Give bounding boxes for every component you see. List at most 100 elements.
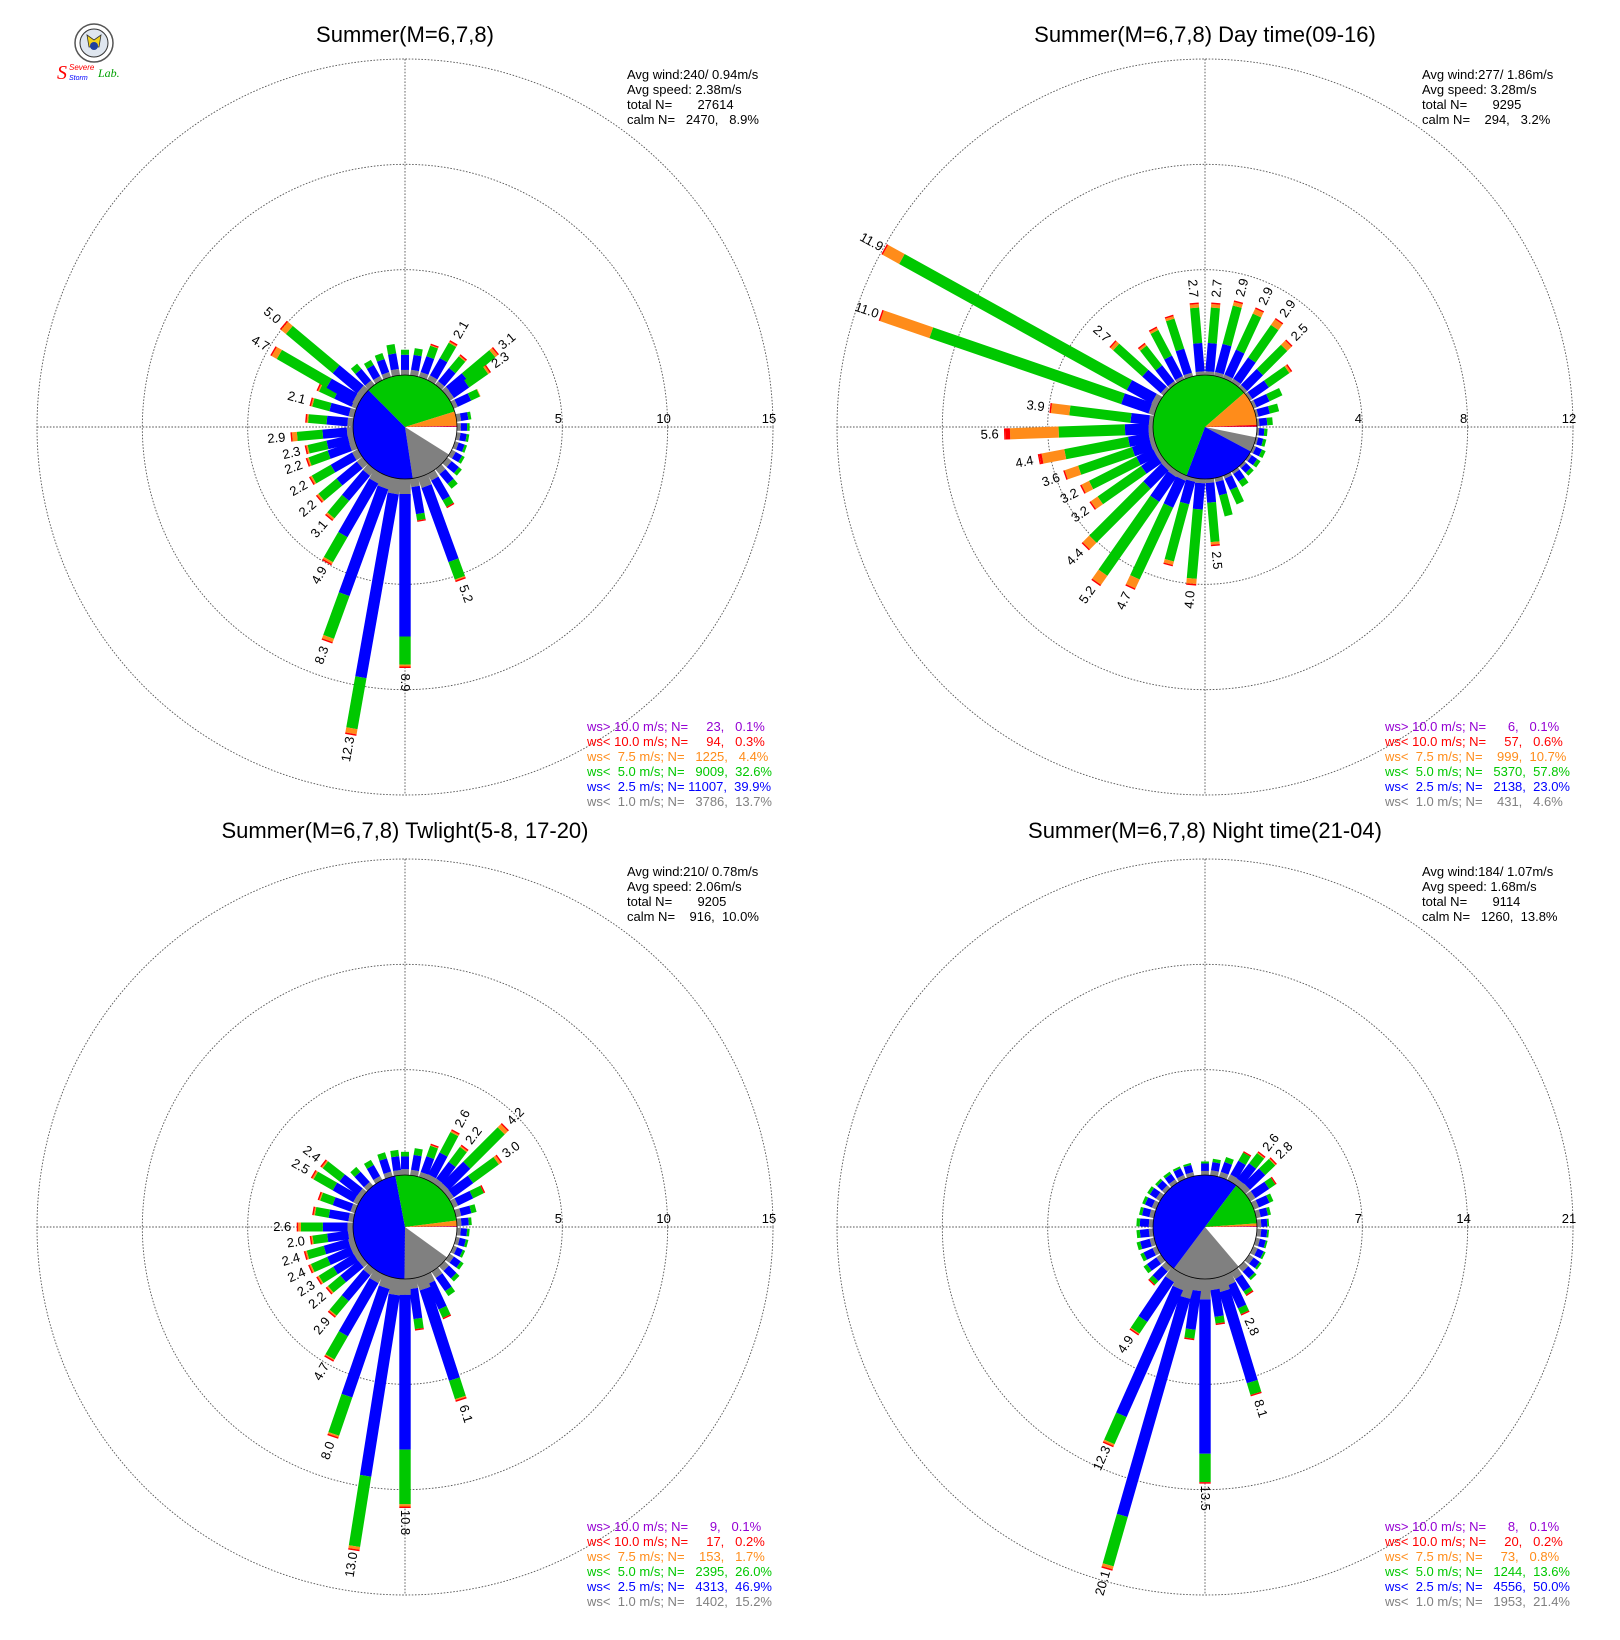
spoke-segment <box>1224 349 1245 379</box>
spoke-segment <box>399 664 411 667</box>
spoke-segment <box>1253 394 1270 408</box>
spoke-segment <box>1252 446 1263 457</box>
spoke-segment <box>399 493 411 637</box>
panel-title: Summer(M=6,7,8) Day time(09-16) <box>1034 22 1376 47</box>
spoke-segment <box>1214 343 1232 375</box>
spoke-tip <box>1269 1157 1277 1165</box>
spoke-tip <box>1164 314 1174 319</box>
spoke-value-label: 2.1 <box>286 388 307 407</box>
legend-entry: ws< 2.5 m/s; N= 4556, 50.0% <box>1384 1579 1570 1594</box>
spoke-segment <box>348 1212 355 1223</box>
spoke-segment <box>1136 448 1158 466</box>
spoke-segment <box>1088 456 1141 490</box>
spoke-segment <box>459 412 469 421</box>
spoke-segment <box>1214 371 1224 378</box>
spoke-tip <box>1003 428 1006 440</box>
spoke-segment <box>1050 403 1071 416</box>
spoke-segment <box>305 1250 310 1260</box>
spoke-segment <box>312 1170 318 1180</box>
spoke-segment <box>401 1151 409 1157</box>
spoke-segment <box>363 359 374 369</box>
spoke-segment <box>1205 478 1215 484</box>
spoke-segment <box>1161 1261 1172 1272</box>
spoke-tip <box>414 1327 424 1331</box>
spoke-segment <box>1150 329 1172 360</box>
spoke-segment <box>310 1256 331 1273</box>
legend-entry: ws< 10.0 m/s; N= 57, 0.6% <box>1384 734 1563 749</box>
spoke-segment <box>366 1164 381 1180</box>
spoke-segment <box>1078 447 1136 475</box>
spoke-segment <box>460 1217 469 1226</box>
spoke-tip <box>1285 339 1293 347</box>
spoke-segment <box>1140 1238 1152 1250</box>
spoke-value-label: 4.7 <box>1113 589 1134 612</box>
spoke-segment <box>463 1127 505 1169</box>
spoke-segment <box>467 389 481 401</box>
spoke-tip <box>451 1129 460 1135</box>
spoke-value-label: 4.7 <box>310 1360 332 1383</box>
spoke-segment <box>1089 481 1151 543</box>
spoke-segment <box>339 1174 363 1196</box>
spoke-segment <box>1116 1295 1191 1517</box>
spoke-tip <box>325 513 334 522</box>
spoke-segment <box>1168 1179 1178 1188</box>
spoke-segment <box>1160 386 1170 396</box>
spoke-segment <box>1164 501 1190 562</box>
stat-calm: calm N= 1260, 13.8% <box>1422 909 1558 924</box>
spoke-segment <box>1121 393 1153 414</box>
spoke-segment <box>1058 424 1126 438</box>
center-pie-slice <box>1205 392 1257 427</box>
spoke-segment <box>311 1235 314 1245</box>
spoke-segment <box>1244 1254 1254 1264</box>
spoke-segment <box>333 1253 359 1275</box>
spoke-segment <box>1110 341 1120 351</box>
spoke-segment <box>415 1274 431 1291</box>
spoke-segment <box>449 1256 461 1268</box>
spoke-segment <box>1258 427 1265 436</box>
spoke-segment <box>438 367 456 387</box>
spoke-value-label: 2.7 <box>1090 322 1113 345</box>
spoke-segment <box>381 372 391 380</box>
spoke-tip <box>495 1154 503 1164</box>
spoke-segment <box>306 414 309 423</box>
spoke-segment <box>306 1245 327 1260</box>
spoke-segment <box>327 1432 340 1438</box>
spoke-segment <box>1230 486 1244 505</box>
spoke-segment <box>882 244 905 264</box>
spoke-segment <box>1140 1252 1148 1262</box>
spoke-segment <box>341 1285 390 1398</box>
spoke-tip <box>1101 1566 1113 1571</box>
spoke-segment <box>1185 1172 1195 1179</box>
spoke-segment <box>1255 1261 1262 1270</box>
spoke-tip <box>327 1310 336 1318</box>
spoke-value-label: 2.1 <box>450 318 472 341</box>
spoke-segment <box>347 417 354 427</box>
spoke-segment <box>413 1148 423 1157</box>
spoke-segment <box>323 592 350 639</box>
spoke-value-label: 3.9 <box>1026 397 1046 414</box>
spoke-segment <box>318 1266 338 1284</box>
spoke-segment <box>1268 1158 1276 1166</box>
spoke-segment <box>1243 1168 1266 1190</box>
legend-entry: ws< 7.5 m/s; N= 999, 10.7% <box>1384 749 1567 764</box>
spoke-tip <box>309 397 314 407</box>
spoke-segment <box>464 366 489 388</box>
spoke-value-label: 3.6 <box>1040 469 1062 489</box>
spoke-segment <box>373 375 383 384</box>
spoke-tip <box>322 558 332 566</box>
spoke-segment <box>347 434 356 445</box>
spoke-segment <box>409 477 420 488</box>
spoke-segment <box>450 1245 458 1255</box>
spoke-segment <box>1237 1163 1257 1185</box>
spoke-segment <box>1113 343 1149 377</box>
spoke-segment <box>1207 307 1220 344</box>
spoke-tip <box>1286 364 1293 372</box>
stat-avg-speed: Avg speed: 3.28m/s <box>1422 82 1537 97</box>
spoke-segment <box>327 494 350 519</box>
spoke-segment <box>1260 1229 1268 1238</box>
spoke-segment <box>1233 357 1256 384</box>
spoke-segment <box>1266 1206 1272 1216</box>
spoke-segment <box>1256 344 1288 376</box>
spoke-segment <box>430 345 439 349</box>
